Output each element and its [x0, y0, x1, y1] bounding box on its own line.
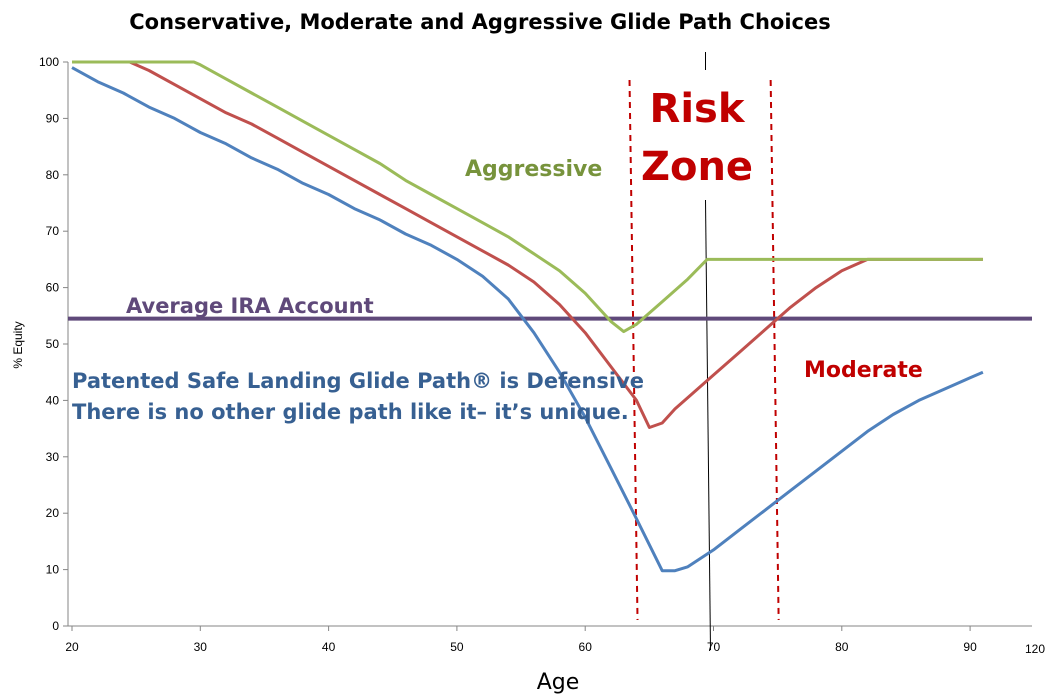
x-tick-label: 40 [322, 640, 336, 654]
x-tick-label: 90 [963, 640, 977, 654]
x-tick-label: 20 [65, 640, 79, 654]
moderate-series-label: Moderate [804, 358, 923, 383]
risk-zone-label-line1: Risk [650, 86, 746, 132]
defensive-note-line2: There is no other glide path like it– it… [72, 400, 629, 424]
age-marker-line [705, 199, 711, 651]
y-axis-title: % Equity [11, 321, 25, 368]
aggressive-series-label: Aggressive [465, 157, 602, 182]
y-tick-label: 50 [46, 337, 60, 351]
y-tick-label: 100 [39, 55, 59, 69]
series-line-aggressive [72, 60, 983, 334]
series-lines [71, 60, 984, 573]
y-tick-label: 80 [46, 168, 60, 182]
risk-zone-start-line [628, 79, 639, 621]
y-tick-label: 70 [46, 224, 60, 238]
y-tick-label: 90 [46, 111, 60, 125]
y-tick-label: 0 [52, 619, 59, 633]
y-tick-label: 10 [46, 563, 60, 577]
y-tick-label: 30 [46, 450, 60, 464]
x-axis-ticks: 20 30 40 50 60 70 80 90 120 [65, 626, 1045, 656]
x-tick-label: 60 [579, 640, 593, 654]
x-tick-label: 50 [450, 640, 464, 654]
chart-markers [68, 52, 1032, 651]
risk-zone-end-line [769, 79, 780, 621]
x-tick-label-extra: 120 [1025, 642, 1045, 656]
x-tick-label: 70 [707, 640, 721, 654]
x-axis-title: Age [537, 670, 580, 694]
y-tick-label: 40 [46, 393, 60, 407]
chart-title: Conservative, Moderate and Aggressive Gl… [129, 10, 830, 34]
x-tick-label: 80 [835, 640, 849, 654]
y-axis-ticks: 0 10 20 30 40 50 60 70 80 90 100 [39, 55, 68, 633]
defensive-note-line1: Patented Safe Landing Glide Path® is Def… [72, 369, 644, 393]
y-tick-label: 60 [46, 281, 60, 295]
series-line-moderate [72, 60, 983, 429]
reference-line-label: Average IRA Account [126, 294, 374, 318]
risk-zone-label-line2: Zone [641, 144, 753, 190]
y-tick-label: 20 [46, 506, 60, 520]
x-tick-label: 30 [194, 640, 208, 654]
series-line-conservative [71, 66, 984, 573]
